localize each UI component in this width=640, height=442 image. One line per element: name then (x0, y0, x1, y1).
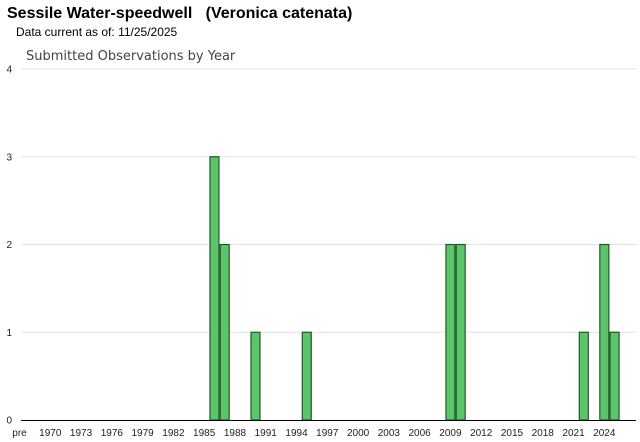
x-tick-label: 1994 (285, 428, 308, 439)
bar (599, 243, 610, 421)
x-tick-label: 1979 (131, 428, 154, 439)
x-tick-label: 2018 (532, 428, 555, 439)
y-tick-label: 1 (6, 328, 12, 339)
data-current-date: 11/25/2025 (118, 25, 178, 39)
x-tick-label: 2000 (347, 428, 370, 439)
x-tick-label: pre (12, 428, 27, 439)
x-tick-label: 1997 (316, 428, 339, 439)
gridlines (21, 68, 636, 333)
species-latin-name: (Veronica catenata) (205, 5, 353, 22)
x-tick-label: 2003 (378, 428, 401, 439)
y-tick-label: 0 (6, 416, 12, 427)
x-tick-label: 1988 (224, 428, 247, 439)
x-tick-label: 2021 (562, 428, 585, 439)
data-current-label: Data current as of: (16, 25, 115, 39)
x-tick-label: 1976 (101, 428, 124, 439)
x-tick-label: 1991 (255, 428, 278, 439)
x-tick-label: 2006 (409, 428, 432, 439)
bar (445, 243, 456, 421)
x-tick-label: 2015 (501, 428, 524, 439)
x-tick-label: 1982 (162, 428, 185, 439)
x-tick-label: 2024 (593, 428, 616, 439)
y-tick-label: 4 (6, 65, 12, 76)
x-tick-label: 2012 (470, 428, 493, 439)
x-tick-label: 1973 (70, 428, 93, 439)
y-tick-label: 3 (6, 152, 12, 163)
bar (250, 331, 261, 421)
y-tick-label: 2 (6, 240, 12, 251)
x-tick-label: 2009 (439, 428, 462, 439)
page-title: Sessile Water-speedwell (Veronica catena… (7, 5, 352, 23)
bar (609, 331, 620, 421)
x-tick-label: 1985 (193, 428, 216, 439)
x-axis-tick-labels: pre 1970 1973 1976 1979 1982 1985 1988 1991 1994 1… (12, 428, 616, 439)
data-current-line: Data current as of: 11/25/2025 (16, 25, 177, 39)
bar (301, 331, 312, 421)
bars (209, 156, 620, 421)
bar (219, 243, 230, 421)
x-tick-label: 1970 (39, 428, 62, 439)
bar (455, 243, 466, 421)
y-axis-tick-labels: 0 1 2 3 4 (6, 65, 12, 427)
chart-title: Submitted Observations by Year (26, 49, 236, 64)
bar (209, 156, 220, 421)
species-common-name: Sessile Water-speedwell (7, 5, 193, 22)
bar (578, 331, 589, 421)
